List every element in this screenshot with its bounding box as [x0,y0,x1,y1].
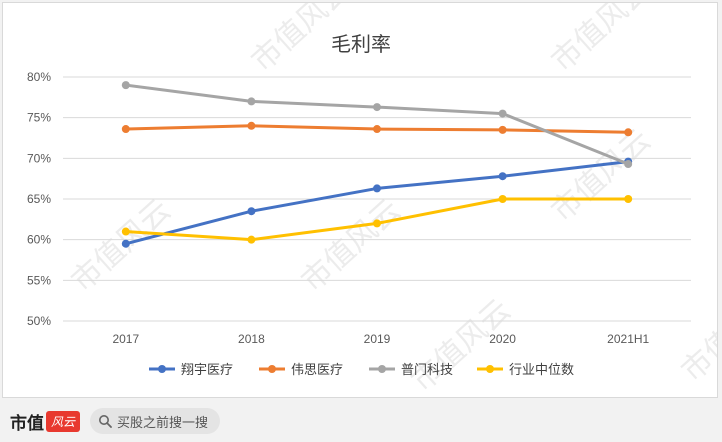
y-tick-label: 70% [27,151,51,165]
data-point [121,227,130,236]
brand-name: 市值 [10,413,44,434]
legend-label: 普门科技 [401,363,453,378]
watermark-text: 市值风云 [545,3,658,79]
search-box[interactable]: 买股之前搜一搜 [90,408,221,434]
legend-item: 伟思医疗 [259,363,343,378]
legend-marker [486,365,494,373]
data-point [121,239,130,248]
series-group [121,81,633,169]
y-axis: 80% 75% 70% 65% 60% 55% 50% [27,70,51,328]
legend-label: 翔宇医疗 [181,363,233,378]
data-point [373,125,381,134]
data-point [121,81,130,90]
data-point [498,195,507,203]
search-icon [99,415,112,428]
series-group [121,195,633,244]
watermark-text: 市值风云 [675,283,718,389]
legend-item: 翔宇医疗 [149,363,233,378]
x-tick-label: 2021H1 [607,332,649,346]
data-point [373,219,381,228]
chart-card: 市值风云 市值风云 市值风云 市值风云 市值风云 市值风云 市值风云 毛利率 80% 75% 7… [2,2,718,398]
data-point [373,103,381,112]
y-tick-label: 55% [27,273,51,287]
data-point [624,128,633,137]
series-line [124,83,630,166]
chart-title: 毛利率 [331,32,391,56]
x-tick-label: 2020 [489,332,516,346]
data-point [247,207,256,216]
legend-marker [378,365,386,373]
y-tick-label: 65% [27,192,51,206]
footer-bar: 市值 风云 买股之前搜一搜 [0,400,722,442]
watermark-text: 市值风云 [65,193,178,299]
legend-marker [268,365,276,373]
y-tick-label: 50% [27,314,51,328]
x-tick-label: 2019 [364,332,391,346]
data-point [624,195,633,203]
legend-item: 行业中位数 [477,363,574,378]
legend-label: 伟思医疗 [291,363,343,378]
y-tick-label: 80% [27,70,51,84]
y-tick-label: 60% [27,233,51,247]
data-point [247,235,256,244]
data-point [247,97,256,106]
legend-item: 普门科技 [369,363,453,378]
legend-marker [158,365,166,373]
brand-logo: 市值 风云 [10,409,81,434]
x-tick-label: 2017 [112,332,139,346]
x-tick-label: 2018 [238,332,265,346]
data-point [498,109,507,118]
data-point [247,121,256,130]
series-layer [121,81,633,248]
data-point [498,125,507,134]
y-tick-label: 75% [27,111,51,125]
search-placeholder: 买股之前搜一搜 [117,415,209,431]
data-point [373,184,381,193]
data-point [121,125,130,134]
series-group [121,157,633,248]
watermark-text: 市值风云 [295,193,408,299]
legend: 翔宇医疗 伟思医疗 普门科技 行业中位数 [149,363,574,378]
brand-badge: 风云 [46,410,81,432]
legend-label: 行业中位数 [509,363,574,378]
data-point [624,160,633,169]
data-point [498,172,507,181]
x-axis: 2017 2018 2019 2020 2021H1 [112,332,649,346]
